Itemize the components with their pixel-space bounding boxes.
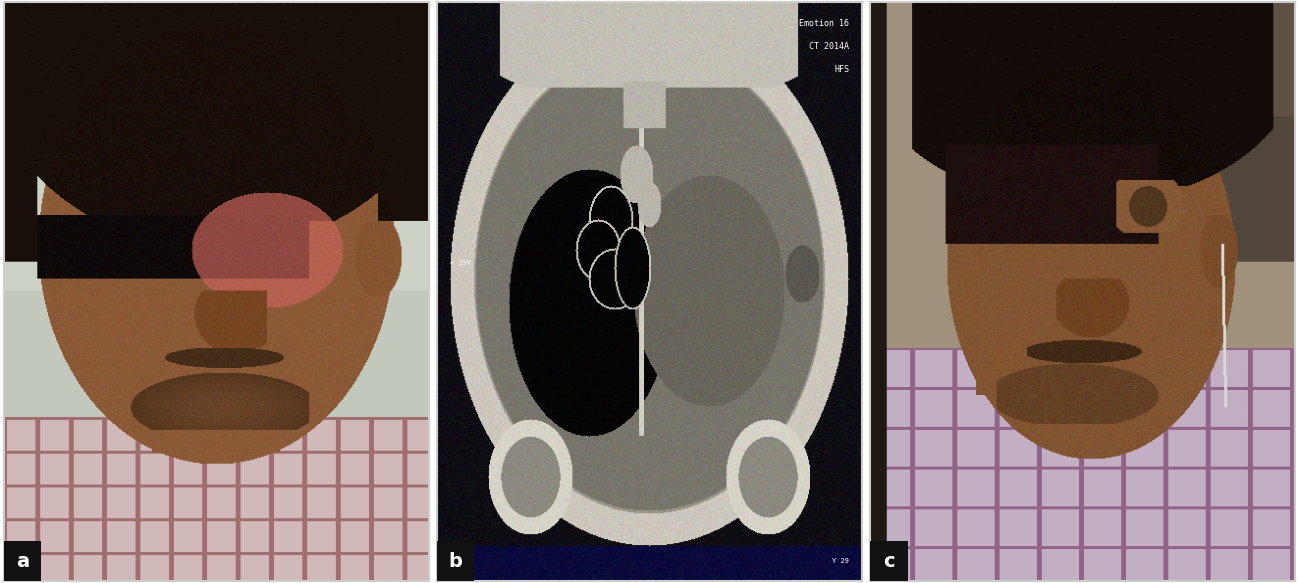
Text: Emotion 16: Emotion 16 (799, 19, 850, 28)
Text: c: c (883, 552, 895, 571)
Bar (438, 542, 474, 581)
Bar (870, 542, 908, 581)
Text: b: b (449, 552, 462, 571)
Text: HFS: HFS (834, 65, 850, 75)
Text: a: a (16, 552, 29, 571)
Text: Y 29: Y 29 (833, 558, 850, 564)
Bar (4, 542, 42, 581)
Text: CT 2014A: CT 2014A (809, 43, 850, 51)
Text: < 29Y: < 29Y (449, 259, 472, 265)
